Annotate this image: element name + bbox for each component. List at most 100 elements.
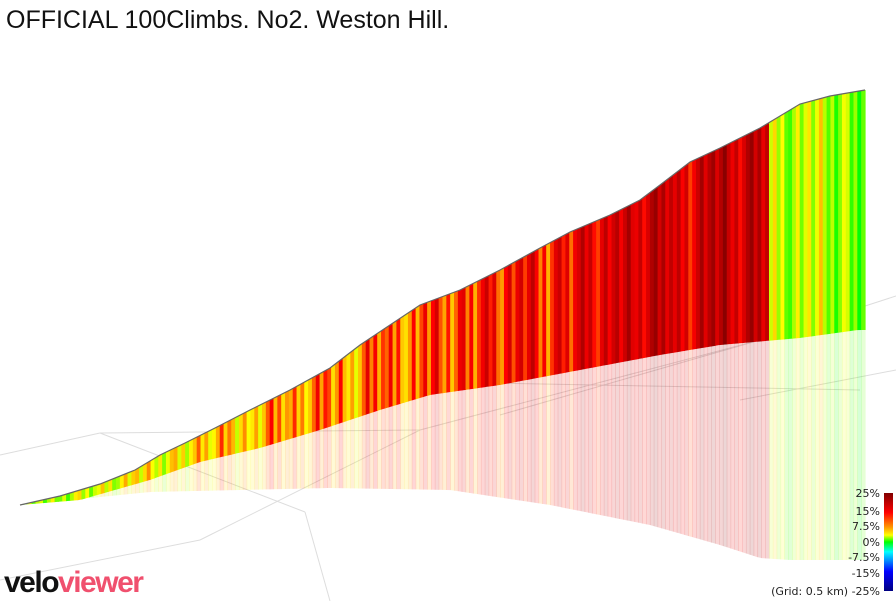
reflection-strip — [734, 343, 739, 552]
reflection-strip — [208, 459, 213, 491]
gradient-strip — [411, 307, 417, 401]
gradient-strip — [165, 450, 171, 475]
reflection-strip — [473, 388, 478, 495]
veloviewer-logo[interactable]: veloviewer — [4, 566, 144, 599]
gradient-strip — [838, 93, 843, 333]
reflection-strip — [818, 334, 824, 560]
gradient-strip — [792, 106, 797, 339]
reflection-strip — [707, 346, 712, 543]
gradient-strip — [288, 388, 294, 440]
gradient-strip — [542, 244, 547, 378]
reflection-strip — [323, 427, 328, 489]
gradient-strip — [381, 328, 386, 410]
gradient-strip — [768, 119, 774, 341]
gradient-strip — [761, 124, 766, 342]
reflection-strip — [557, 373, 563, 508]
reflection-strip — [780, 339, 785, 560]
reflection-strip — [223, 455, 229, 491]
reflection-strip — [553, 374, 559, 507]
reflection-strip — [653, 355, 659, 528]
gradient-strip — [730, 140, 736, 345]
reflection-strip — [308, 432, 313, 489]
gradient-strip — [611, 212, 616, 365]
reflection-strip — [776, 339, 782, 560]
reflection-strip — [227, 454, 232, 491]
gradient-strip — [527, 252, 532, 380]
gradient-strip — [853, 91, 858, 331]
gradient-strip — [473, 281, 478, 389]
gradient-strip — [784, 110, 789, 340]
gradient-strip — [296, 383, 301, 438]
gradient-strip — [92, 484, 98, 497]
gradient-strip — [150, 457, 156, 480]
gradient-strip — [811, 99, 816, 337]
gradient-strip — [684, 162, 689, 351]
gradient-strip — [580, 225, 586, 370]
gradient-strip — [807, 100, 812, 337]
gradient-strip — [77, 489, 83, 501]
gradient-strip — [584, 223, 590, 370]
profile-reflection — [20, 330, 866, 560]
gradient-strip — [776, 115, 782, 341]
gradient-strip — [734, 138, 739, 344]
gradient-strip — [623, 206, 628, 362]
reflection-strip — [542, 376, 547, 505]
reflection-strip — [135, 482, 140, 494]
gradient-strip — [96, 483, 102, 496]
reflection-strip — [803, 336, 808, 560]
gradient-strip — [127, 471, 132, 487]
reflection-strip — [304, 433, 309, 489]
reflection-strip — [407, 400, 413, 490]
gradient-strip — [430, 299, 436, 395]
gradient-strip — [546, 242, 551, 377]
legend-label: 25% — [855, 487, 880, 500]
gradient-strip — [557, 236, 563, 375]
reflection-strip — [327, 426, 332, 489]
reflection-strip — [822, 334, 828, 560]
reflection-strip — [584, 368, 590, 513]
gradient-strip — [830, 95, 835, 334]
gradient-strip — [119, 474, 125, 489]
gradient-strip — [657, 183, 663, 356]
legend-grid-note: (Grid: 0.5 km) -25% — [771, 585, 880, 598]
reflection-strip — [665, 353, 670, 531]
gradient-strip — [523, 254, 528, 381]
gradient-strip — [496, 269, 501, 386]
gradient-strip — [626, 204, 632, 362]
gradient-strip — [569, 230, 574, 373]
reflection-strip — [338, 422, 344, 489]
gradient-strip — [427, 300, 432, 396]
gradient-strip — [642, 194, 647, 359]
gradient-strip — [465, 285, 470, 390]
reflection-strip — [515, 381, 520, 501]
reflection-strip — [638, 358, 643, 524]
gradient-strip — [331, 363, 336, 427]
reflection-strip — [853, 330, 858, 560]
reflection-strip — [696, 348, 701, 540]
gradient-strip — [238, 413, 244, 453]
gradient-strip — [450, 292, 455, 393]
gradient-strip — [576, 227, 582, 371]
reflection-strip — [849, 330, 855, 560]
gradient-strip — [350, 349, 355, 420]
reflection-strip — [649, 356, 655, 527]
reflection-strip — [404, 401, 409, 490]
reflection-strip — [377, 409, 382, 489]
gradient-strip — [358, 343, 363, 418]
reflection-strip — [615, 362, 620, 519]
gradient-strip — [162, 451, 167, 476]
gradient-strip — [196, 434, 202, 464]
reflection-strip — [753, 341, 759, 558]
reflection-strip — [795, 337, 801, 560]
gradient-strip — [719, 146, 724, 346]
gradient-strip — [646, 192, 651, 358]
reflection-strip — [861, 330, 866, 560]
reflection-strip — [261, 446, 267, 490]
gradient-strip — [189, 438, 194, 466]
gradient-strip — [139, 464, 144, 484]
gradient-strip — [857, 90, 862, 331]
reflection-strip — [127, 485, 132, 495]
gradient-strip — [373, 333, 378, 413]
reflection-strip — [596, 366, 601, 516]
